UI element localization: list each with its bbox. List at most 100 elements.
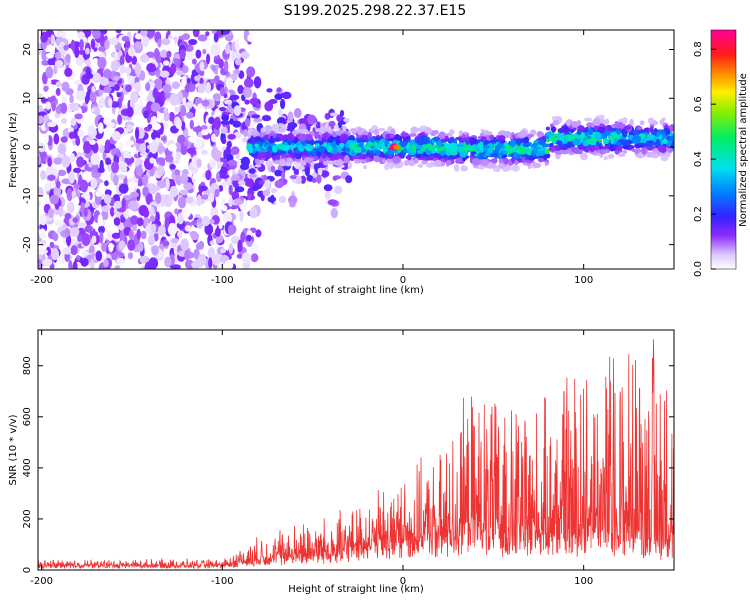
spectrogram-noise-cell: [160, 136, 167, 142]
spectrogram-y-tick-label: -20: [22, 236, 33, 252]
spectrogram-noise-cell: [123, 150, 130, 159]
spectrogram-noise-cell: [157, 224, 166, 236]
spectrogram-transition-cell: [278, 109, 283, 117]
spectrogram-noise-cell: [71, 190, 77, 198]
snr-line-layer: [38, 339, 674, 570]
spectrogram-signal-cell: [601, 149, 610, 154]
spectrogram-noise-cell: [98, 46, 107, 52]
spectrogram-signal-cell: [287, 149, 293, 155]
spectrogram-signal-cell: [621, 128, 628, 136]
spectrogram-noise-cell: [159, 70, 170, 78]
spectrogram-noise-cell: [148, 89, 154, 96]
spectrogram-transition-cell: [276, 87, 282, 93]
spectrogram-x-ticks: -200 -100 0 100: [30, 30, 593, 286]
spectrogram-transition-cell: [221, 138, 227, 145]
spectrogram-noise-cell: [175, 30, 184, 37]
spectrogram-noise-cell: [192, 126, 203, 133]
spectrogram-signal-cell: [319, 125, 326, 134]
spectrogram-signal-cell: [337, 158, 343, 167]
spectrogram-signal-cell: [561, 149, 569, 155]
spectrogram-noise-cell: [122, 195, 133, 201]
snr-x-tick-label: -200: [30, 576, 53, 587]
spectrogram-noise-cell: [198, 185, 208, 192]
spectrogram-signal-cell: [488, 135, 495, 140]
spectrogram-noise-cell: [56, 169, 67, 176]
spectrogram-noise-cell: [60, 102, 68, 114]
spectrogram-signal-cell: [576, 120, 581, 128]
spectrogram-noise-cell: [181, 120, 186, 131]
spectrogram-noise-cell: [124, 39, 131, 48]
spectrogram-signal-cell: [669, 124, 674, 132]
spectrogram-noise-cell: [120, 64, 126, 75]
spectrogram-signal-cell: [425, 162, 434, 168]
spectrogram-signal-cell: [519, 148, 526, 155]
spectrogram-signal-cell: [280, 150, 287, 155]
spectrogram-signal-cell: [327, 153, 334, 158]
snr-y-tick-label: 0: [22, 567, 33, 573]
spectrogram-signal-cell: [458, 141, 464, 148]
spectrogram-noise-cell: [117, 114, 123, 125]
spectrogram-signal-cell: [363, 165, 368, 170]
spectrogram-transition-cell: [219, 174, 230, 179]
spectrogram-noise-cell: [114, 264, 121, 269]
spectrogram-noise-cell: [116, 257, 126, 265]
spectrogram-signal-cell: [639, 120, 645, 126]
spectrogram-noise-cell: [150, 185, 161, 192]
spectrogram-transition-cell: [220, 166, 228, 174]
spectrogram-noise-cell: [77, 222, 87, 228]
spectrogram-noise-cell: [201, 149, 208, 155]
spectrogram-transition-cell: [265, 159, 273, 167]
spectrogram-signal-cell: [552, 116, 557, 121]
spectrogram-noise-cell: [127, 75, 134, 84]
spectrogram-noise-cell: [101, 205, 110, 213]
snr-x-tick-label: 0: [400, 576, 406, 587]
spectrogram-noise-cell: [142, 208, 150, 218]
spectrogram-noise-cell: [54, 219, 64, 227]
spectrogram-noise-cell: [106, 230, 114, 243]
snr-y-tick-label: 200: [22, 509, 33, 528]
spectrogram-frame: [37, 29, 675, 270]
spectrogram-noise-cell: [174, 106, 180, 113]
spectrogram-noise-cell: [164, 216, 170, 229]
spectrogram-signal-cell: [318, 146, 326, 153]
spectrogram-transition-cell: [237, 180, 246, 185]
spectrogram-noise-cell: [243, 77, 254, 89]
spectrogram-noise-cell: [147, 123, 153, 130]
spectrogram-noise-cell: [195, 242, 204, 250]
spectrogram-signal-cell: [529, 129, 537, 136]
spectrogram-signal-cell: [608, 135, 616, 140]
spectrogram-noise-cell: [75, 90, 86, 101]
spectrogram-transition-cell: [252, 184, 259, 190]
spectrogram-ylabel: Frequency (Hz): [8, 112, 19, 188]
spectrogram-signal-cell: [503, 157, 509, 165]
spectrogram-x-tick-label: 0: [400, 275, 406, 286]
spectrogram-x-tick-label: 100: [574, 275, 593, 286]
spectrogram-noise-cell: [157, 165, 165, 177]
spectrogram-signal-cell: [362, 131, 369, 136]
spectrogram-noise-cell: [121, 197, 126, 210]
spectrogram-signal-cell: [610, 131, 618, 137]
spectrogram-signal-cell: [463, 131, 468, 135]
spectrogram-signal-cell: [438, 131, 446, 139]
spectrogram-noise-cell: [74, 113, 83, 120]
spectrogram-signal-cell: [269, 135, 274, 144]
spectrogram-noise-cell: [85, 66, 91, 79]
snr-ylabel: SNR (10 * v/v): [8, 414, 19, 485]
spectrogram-noise-cell: [139, 54, 150, 63]
spectrogram-transition-cell: [226, 140, 232, 149]
spectrogram-noise-cell: [134, 127, 140, 140]
spectrogram-transition-cell: [266, 88, 273, 93]
snr-series-line: [38, 339, 674, 570]
spectrogram-noise-cell: [200, 124, 208, 131]
spectrogram-signal-cell: [271, 123, 279, 132]
spectrogram-signal-cell: [417, 163, 424, 168]
spectrogram-noise-cell: [247, 34, 255, 43]
spectrogram-transition-cell: [261, 115, 272, 122]
spectrogram-noise-cell: [236, 253, 244, 259]
spectrogram-noise-cell: [45, 101, 52, 110]
spectrogram-noise-cell: [250, 253, 259, 263]
spectrogram-transition-cell: [239, 107, 246, 112]
spectrogram-noise-cell: [249, 207, 258, 219]
spectrogram-signal-cell: [367, 137, 376, 142]
